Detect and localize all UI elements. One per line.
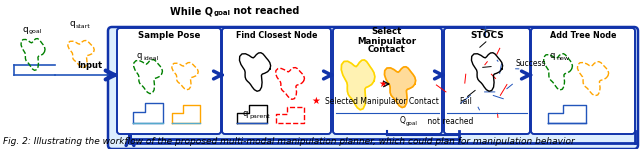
Text: Fail: Fail xyxy=(459,97,472,105)
Text: Success: Success xyxy=(516,59,547,67)
Text: goal: goal xyxy=(29,29,42,34)
Text: q: q xyxy=(550,52,555,60)
Text: start: start xyxy=(76,24,91,29)
Text: q: q xyxy=(69,20,75,28)
Text: ★: ★ xyxy=(312,96,321,106)
Text: Q: Q xyxy=(399,117,405,125)
Text: STOCS: STOCS xyxy=(470,31,504,41)
Text: not reached: not reached xyxy=(425,117,474,125)
Text: goal: goal xyxy=(406,121,418,126)
Text: Find Closest Node: Find Closest Node xyxy=(236,31,317,41)
Text: not reached: not reached xyxy=(230,6,300,16)
Text: ★: ★ xyxy=(379,79,387,89)
Text: Select: Select xyxy=(372,28,402,37)
FancyBboxPatch shape xyxy=(108,27,638,149)
Text: Manipulator: Manipulator xyxy=(357,37,417,45)
Polygon shape xyxy=(341,60,375,110)
Text: Add Tree Node: Add Tree Node xyxy=(550,31,616,41)
Text: Fig. 2: Illustrating the workflow of the proposed multi-modal manipulation plann: Fig. 2: Illustrating the workflow of the… xyxy=(3,137,575,146)
Text: Input: Input xyxy=(77,62,102,70)
Text: new: new xyxy=(556,56,569,61)
FancyBboxPatch shape xyxy=(117,28,221,134)
Polygon shape xyxy=(385,67,415,108)
FancyBboxPatch shape xyxy=(531,28,635,134)
FancyBboxPatch shape xyxy=(333,28,442,134)
FancyBboxPatch shape xyxy=(222,28,331,134)
Text: q: q xyxy=(136,52,142,60)
Text: q: q xyxy=(22,24,28,34)
Text: ideal: ideal xyxy=(143,56,158,61)
FancyBboxPatch shape xyxy=(444,28,530,134)
Text: Selected Manipulator Contact: Selected Manipulator Contact xyxy=(325,97,439,105)
Text: While Q: While Q xyxy=(170,6,213,16)
Text: goal: goal xyxy=(214,10,231,17)
Text: Contact: Contact xyxy=(368,45,406,55)
Text: parent: parent xyxy=(249,114,269,119)
Text: Sample Pose: Sample Pose xyxy=(138,31,200,41)
Text: q: q xyxy=(243,110,248,118)
